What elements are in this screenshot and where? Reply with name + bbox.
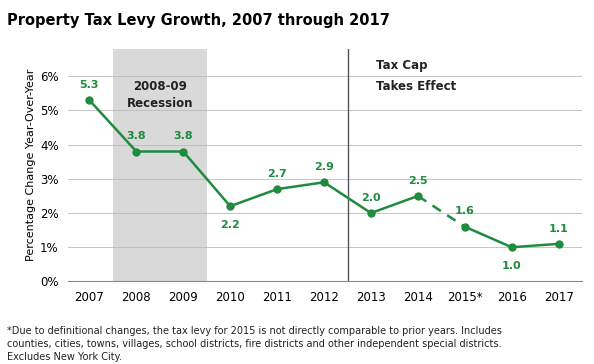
Text: 1.1: 1.1: [549, 223, 568, 234]
Text: 3.8: 3.8: [173, 131, 193, 141]
Text: 1.6: 1.6: [455, 206, 475, 217]
Text: 2.0: 2.0: [361, 193, 381, 203]
Text: 2008-09: 2008-09: [133, 80, 187, 93]
Text: 1.0: 1.0: [502, 261, 522, 271]
Text: 5.3: 5.3: [80, 80, 99, 90]
Text: 3.8: 3.8: [127, 131, 146, 141]
Text: 2.2: 2.2: [220, 220, 240, 230]
Bar: [113, 49, 207, 281]
Text: 2.5: 2.5: [408, 176, 428, 186]
Text: Recession: Recession: [127, 97, 193, 110]
Y-axis label: Percentage Change Year-Over-Year: Percentage Change Year-Over-Year: [26, 69, 36, 261]
Text: Takes Effect: Takes Effect: [375, 80, 456, 93]
Text: *Due to definitional changes, the tax levy for 2015 is not directly comparable t: *Due to definitional changes, the tax le…: [7, 326, 502, 362]
Text: Property Tax Levy Growth, 2007 through 2017: Property Tax Levy Growth, 2007 through 2…: [7, 13, 390, 28]
Text: Tax Cap: Tax Cap: [375, 59, 427, 72]
Text: 2.9: 2.9: [314, 162, 334, 172]
Text: 2.7: 2.7: [267, 169, 287, 179]
